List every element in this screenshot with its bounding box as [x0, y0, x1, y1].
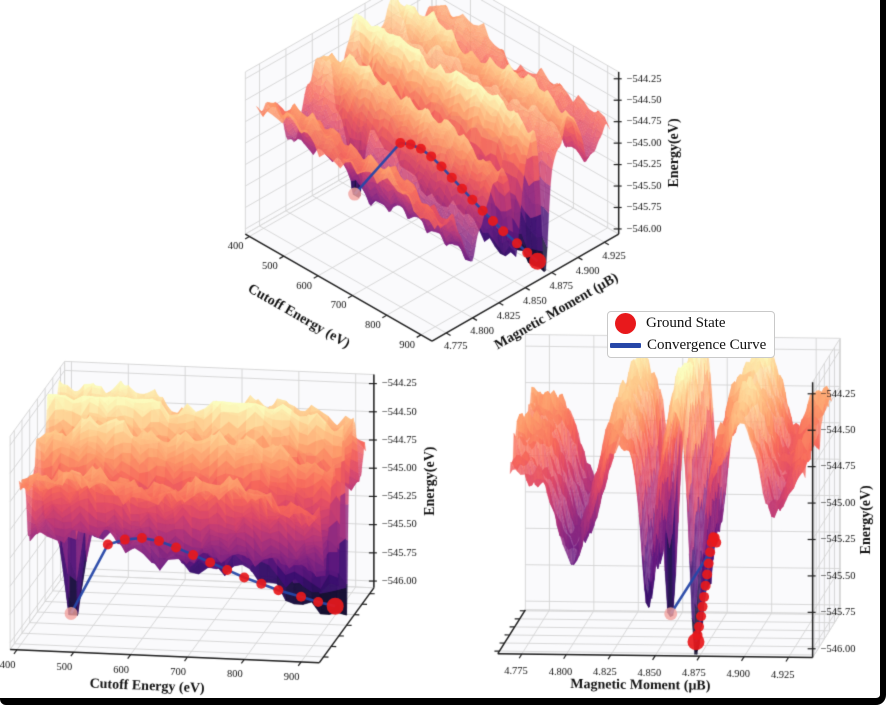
legend-label-convergence-curve: Convergence Curve: [647, 337, 767, 353]
legend-label-ground-state: Ground State: [646, 315, 726, 331]
legend-item-convergence-curve: Convergence Curve: [610, 335, 767, 356]
legend-item-ground-state: Ground State: [615, 313, 764, 334]
chart-legend: Ground State Convergence Curve: [607, 311, 775, 358]
ground-state-marker-icon: [615, 313, 636, 334]
convergence-curve-marker-icon: [610, 343, 641, 348]
